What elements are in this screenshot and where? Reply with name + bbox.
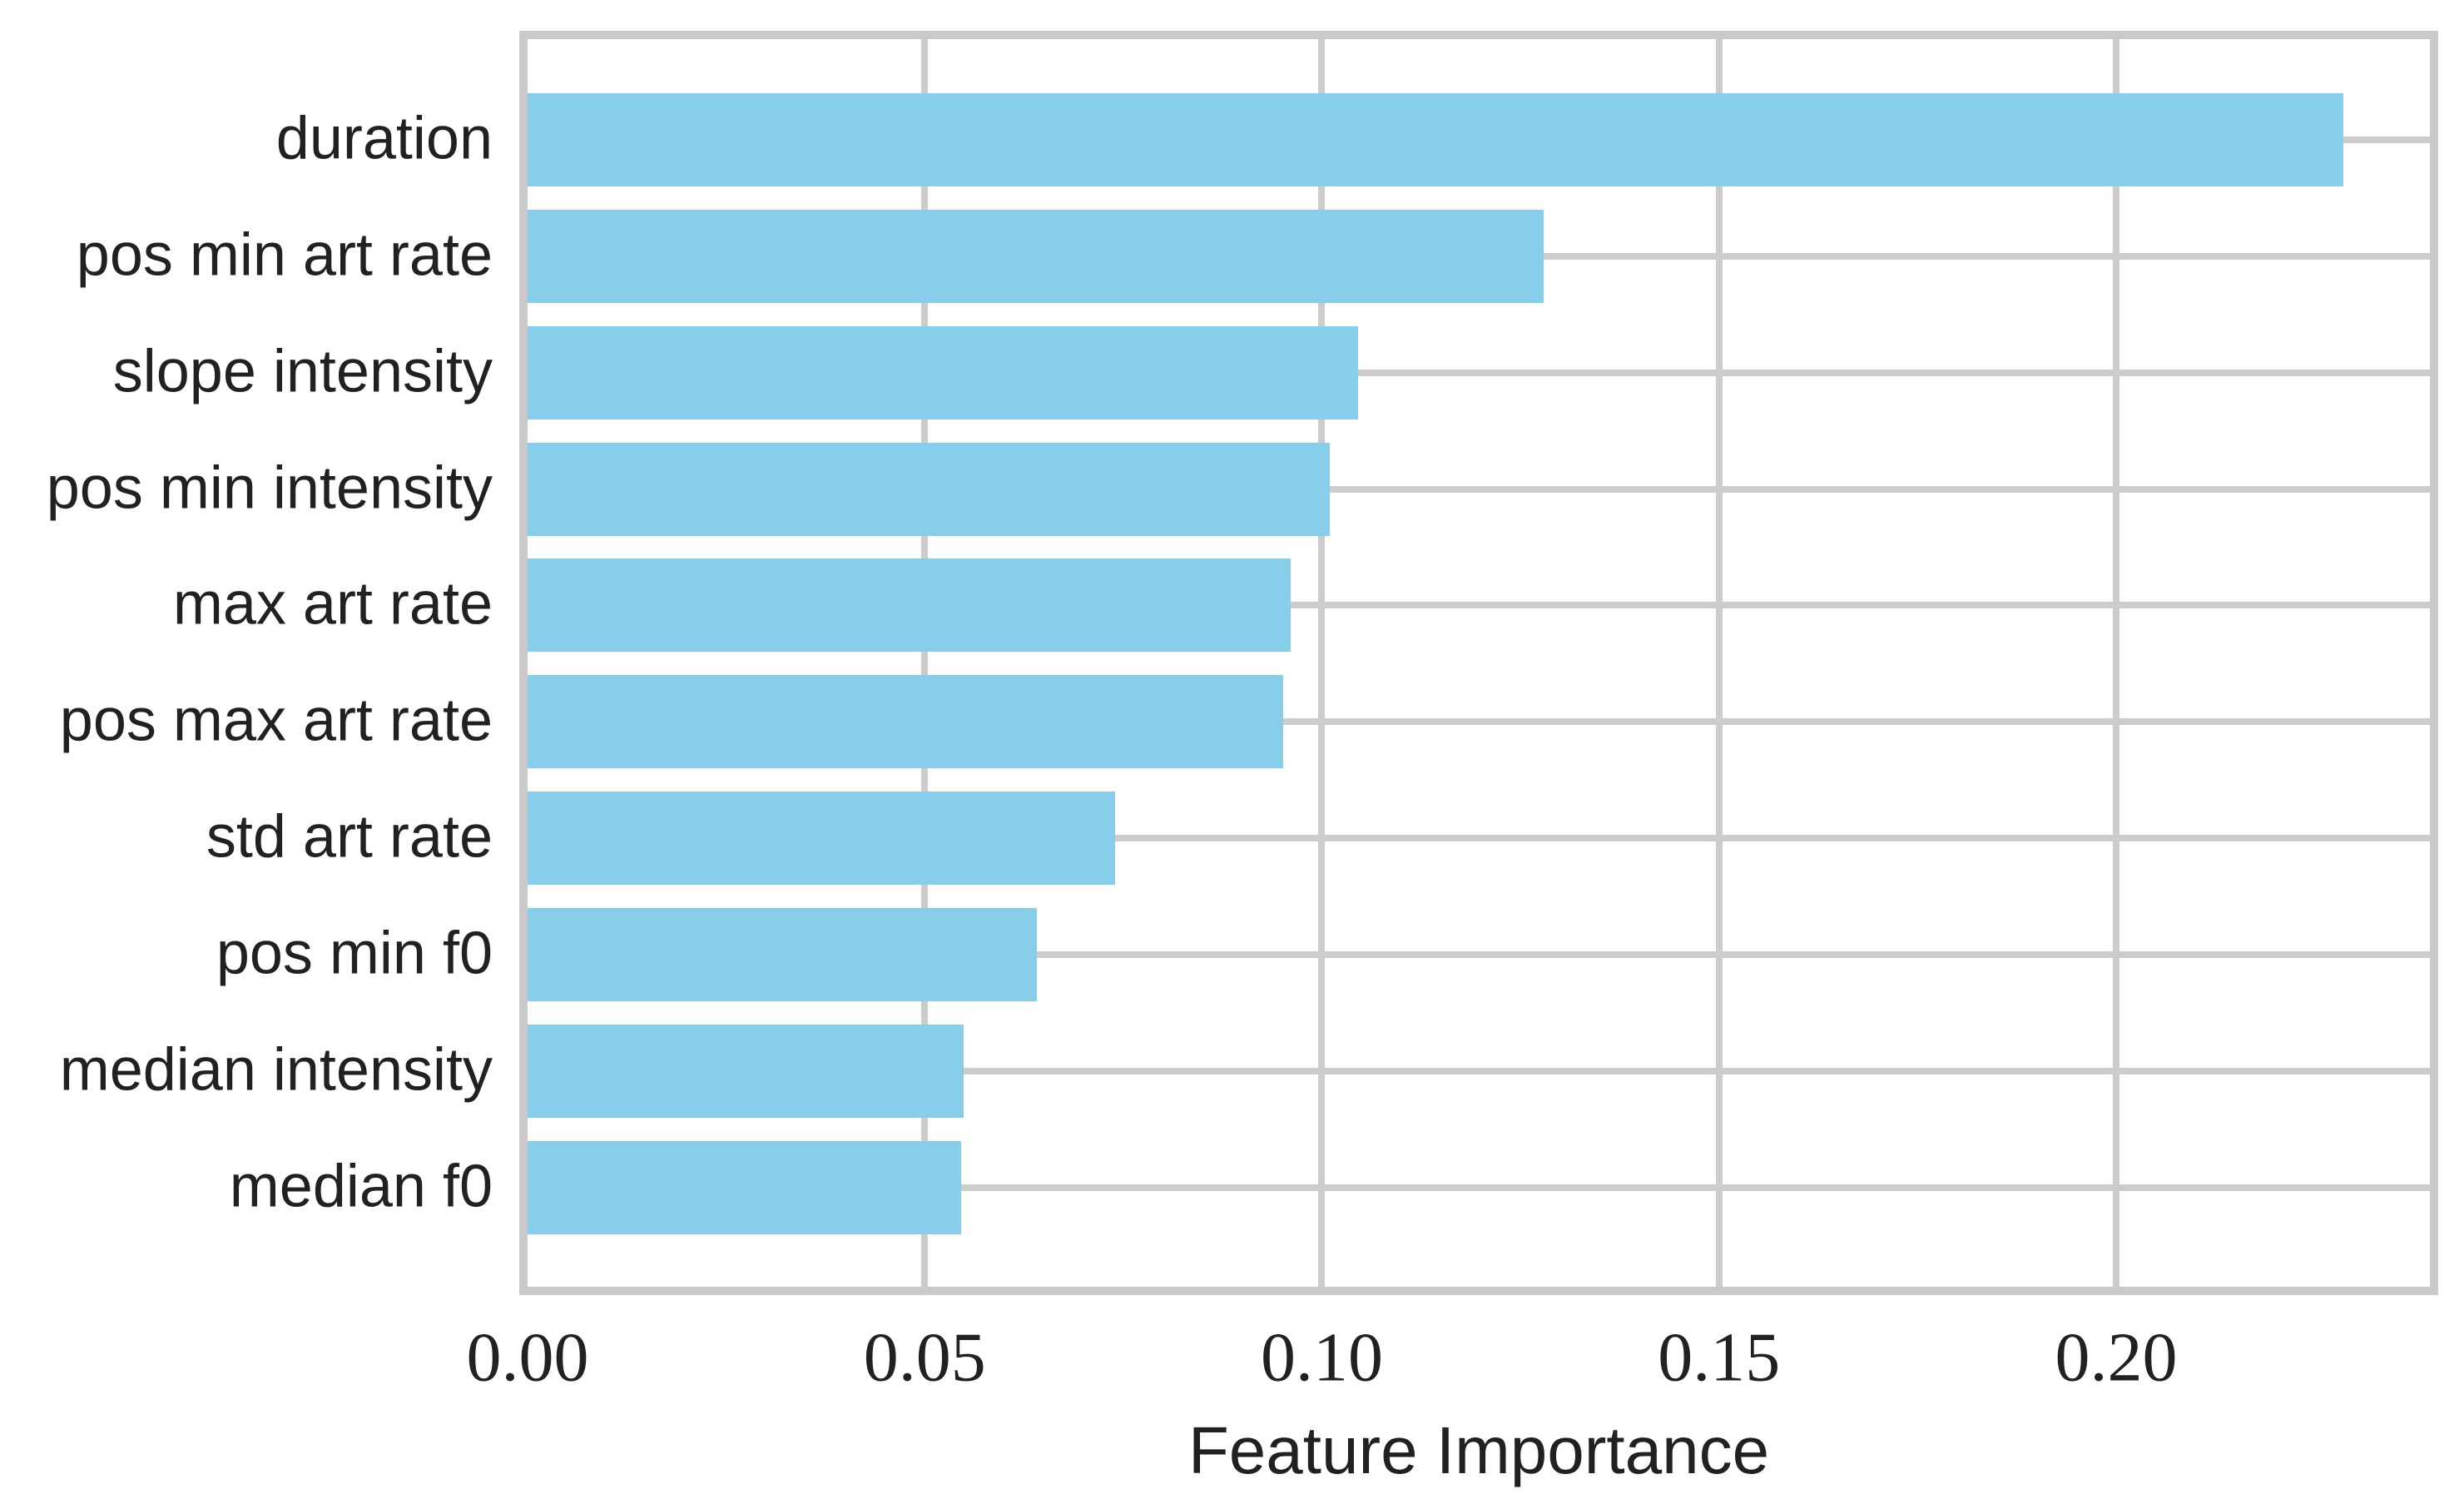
bar-median-intensity xyxy=(528,1024,964,1118)
bar-slope-intensity xyxy=(528,325,1359,419)
grid-line-row-median-f0 xyxy=(528,1184,2430,1191)
x-tick-label-0.10: 0.10 xyxy=(1260,1318,1383,1397)
y-tick-label-std-art-rate: std art rate xyxy=(206,803,493,871)
grid-line-row-pos-min-f0 xyxy=(528,951,2430,958)
y-tick-label-median-f0: median f0 xyxy=(229,1153,493,1220)
bar-median-f0 xyxy=(528,1140,962,1234)
bar-max-art-rate xyxy=(528,558,1291,653)
x-tick-label-0.20: 0.20 xyxy=(2055,1318,2178,1397)
y-tick-label-pos-max-art-rate: pos max art rate xyxy=(59,687,493,754)
grid-line-x-0.20 xyxy=(2112,39,2119,1287)
y-tick-label-pos-min-f0: pos min f0 xyxy=(216,920,493,987)
bar-duration xyxy=(528,93,2343,186)
bar-pos-min-art-rate xyxy=(528,209,1544,303)
y-tick-label-pos-min-intensity: pos min intensity xyxy=(46,454,493,521)
grid-line-row-std-art-rate xyxy=(528,835,2430,842)
x-tick-label-0.05: 0.05 xyxy=(863,1318,986,1397)
bar-std-art-rate xyxy=(528,792,1116,886)
grid-line-row-pos-max-art-rate xyxy=(528,718,2430,726)
x-axis-title: Feature Importance xyxy=(1187,1413,1770,1487)
grid-line-x-0.10 xyxy=(1318,39,1326,1287)
grid-line-x-0.15 xyxy=(1715,39,1723,1287)
grid-line-row-max-art-rate xyxy=(528,602,2430,609)
grid-line-x-0.05 xyxy=(921,39,929,1287)
y-tick-label-pos-min-art-rate: pos min art rate xyxy=(76,221,493,289)
bar-pos-max-art-rate xyxy=(528,675,1283,769)
x-tick-label-0.15: 0.15 xyxy=(1658,1318,1781,1397)
bar-pos-min-f0 xyxy=(528,907,1037,1001)
x-tick-label-0.00: 0.00 xyxy=(466,1318,589,1397)
grid-line-row-slope-intensity xyxy=(528,369,2430,376)
grid-line-row-pos-min-intensity xyxy=(528,485,2430,493)
y-tick-label-slope-intensity: slope intensity xyxy=(112,338,493,405)
grid-line-row-median-intensity xyxy=(528,1067,2430,1075)
plot-area xyxy=(519,31,2438,1295)
y-tick-label-max-art-rate: max art rate xyxy=(172,570,493,638)
y-tick-label-median-intensity: median intensity xyxy=(59,1036,493,1104)
bar-pos-min-intensity xyxy=(528,442,1331,536)
y-tick-label-duration: duration xyxy=(275,105,493,172)
